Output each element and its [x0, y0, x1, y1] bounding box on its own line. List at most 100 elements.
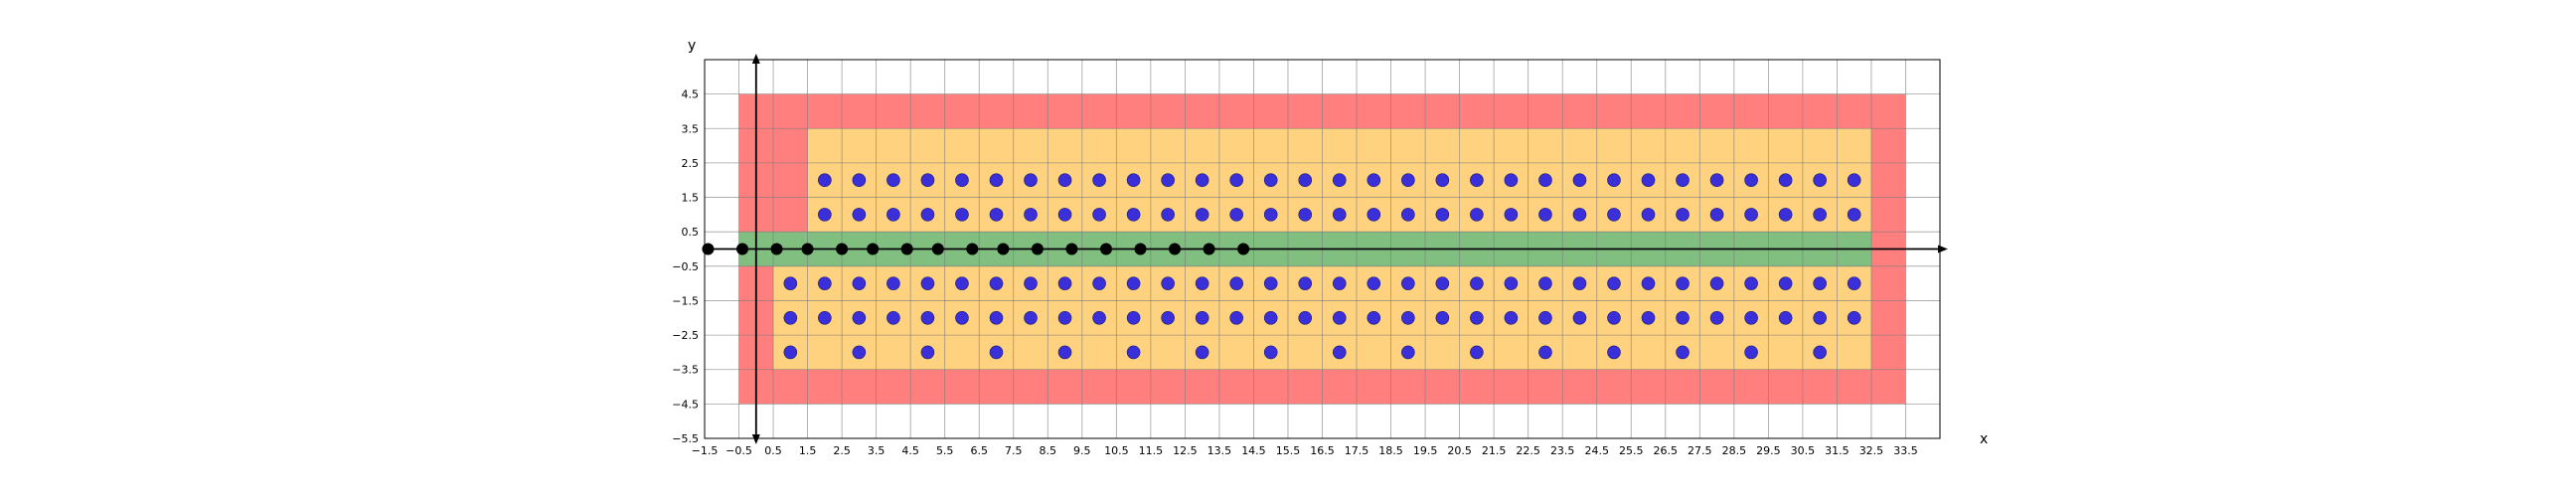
- data-point: [1847, 310, 1861, 325]
- data-point: [1263, 208, 1278, 222]
- data-point: [1126, 345, 1141, 360]
- data-point: [1057, 345, 1072, 360]
- data-point: [1161, 310, 1175, 325]
- data-point: [989, 173, 1004, 188]
- data-point: [955, 310, 969, 325]
- data-point: [818, 310, 832, 325]
- data-point: [852, 310, 867, 325]
- data-point: [1538, 345, 1552, 360]
- data-point: [801, 243, 814, 255]
- data-point: [1676, 310, 1690, 325]
- data-point: [1744, 173, 1758, 188]
- data-point: [1367, 173, 1381, 188]
- data-point: [1024, 276, 1038, 290]
- data-point: [1332, 310, 1347, 325]
- data-point: [955, 173, 969, 188]
- data-point: [1401, 208, 1415, 222]
- data-point: [1744, 345, 1758, 360]
- data-point: [1229, 173, 1243, 188]
- data-point: [1676, 208, 1690, 222]
- data-point: [997, 243, 1010, 255]
- y-axis-arrowhead-bottom: [751, 434, 760, 444]
- x-tick-label: 28.5: [1722, 444, 1747, 457]
- data-point: [1676, 276, 1690, 290]
- x-tick-label: 16.5: [1310, 444, 1335, 457]
- x-tick-label: 8.5: [1040, 444, 1057, 457]
- tick-labels-layer: −1.5 −0.5 0.5 1.5 2.5 3.5 4.5 5.5 6.5 7.5 8.5 9.5 10…: [672, 88, 1917, 457]
- data-point: [1169, 243, 1182, 255]
- y-tick-label: −2.5: [672, 329, 699, 342]
- y-tick-label: −5.5: [672, 432, 699, 445]
- data-point: [1470, 173, 1484, 188]
- data-point: [1126, 310, 1141, 325]
- x-tick-label: 11.5: [1139, 444, 1164, 457]
- y-tick-label: −0.5: [672, 260, 699, 273]
- data-point: [1367, 276, 1381, 290]
- data-point: [1024, 310, 1038, 325]
- data-point: [1504, 173, 1519, 188]
- x-tick-label: 33.5: [1893, 444, 1918, 457]
- data-point: [886, 310, 900, 325]
- data-point: [1470, 310, 1484, 325]
- x-tick-label: 22.5: [1516, 444, 1540, 457]
- data-point: [989, 345, 1004, 360]
- data-point: [1126, 276, 1141, 290]
- data-point: [1161, 173, 1175, 188]
- data-point: [852, 173, 867, 188]
- data-point: [1435, 173, 1450, 188]
- x-tick-label: 32.5: [1859, 444, 1884, 457]
- x-tick-label: 15.5: [1276, 444, 1301, 457]
- data-point: [1057, 310, 1072, 325]
- data-point: [1195, 173, 1209, 188]
- x-tick-label: 20.5: [1447, 444, 1472, 457]
- data-point: [1195, 208, 1209, 222]
- data-point: [1203, 243, 1215, 255]
- data-point: [1778, 310, 1793, 325]
- data-point: [1641, 173, 1656, 188]
- x-tick-label: 4.5: [901, 444, 919, 457]
- x-tick-label: 29.5: [1756, 444, 1781, 457]
- data-point: [1332, 208, 1347, 222]
- data-point: [1470, 345, 1484, 360]
- data-point: [1024, 208, 1038, 222]
- data-point: [818, 173, 832, 188]
- points-layer: [702, 173, 1861, 360]
- data-point: [1229, 208, 1243, 222]
- x-tick-label: 13.5: [1208, 444, 1232, 457]
- data-point: [1298, 276, 1313, 290]
- data-point: [1778, 173, 1793, 188]
- data-point: [1263, 310, 1278, 325]
- data-point: [1435, 310, 1450, 325]
- data-point: [1470, 208, 1484, 222]
- data-point: [1813, 173, 1827, 188]
- data-point: [1847, 276, 1861, 290]
- data-point: [1813, 345, 1827, 360]
- data-point: [1504, 276, 1519, 290]
- data-point: [1641, 310, 1656, 325]
- data-point: [1195, 310, 1209, 325]
- x-tick-label: 24.5: [1584, 444, 1609, 457]
- data-point: [1847, 208, 1861, 222]
- x-tick-label: 31.5: [1825, 444, 1850, 457]
- data-point: [1332, 173, 1347, 188]
- data-point: [920, 345, 935, 360]
- data-point: [1572, 173, 1587, 188]
- data-point: [1572, 310, 1587, 325]
- y-tick-label: 2.5: [682, 157, 700, 170]
- data-point: [1332, 345, 1347, 360]
- data-point: [1401, 345, 1415, 360]
- data-point: [1401, 276, 1415, 290]
- data-point: [783, 276, 798, 290]
- x-tick-label: 23.5: [1550, 444, 1575, 457]
- x-tick-label: −0.5: [725, 444, 752, 457]
- data-point: [966, 243, 979, 255]
- data-point: [1607, 310, 1621, 325]
- data-point: [1538, 208, 1552, 222]
- data-point: [1538, 310, 1552, 325]
- data-point: [1263, 276, 1278, 290]
- data-point: [1092, 173, 1106, 188]
- data-point: [1367, 208, 1381, 222]
- x-tick-label: 27.5: [1688, 444, 1712, 457]
- data-point: [1676, 173, 1690, 188]
